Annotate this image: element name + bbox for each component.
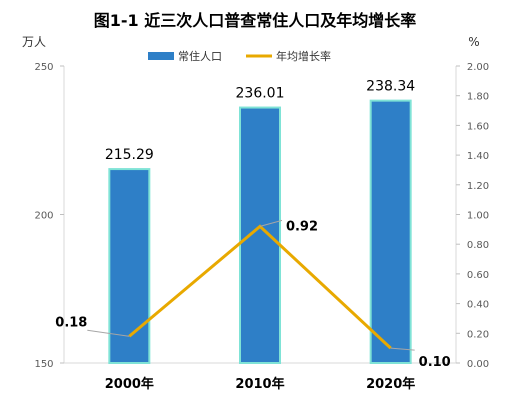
bar-value-label: 215.29 (105, 147, 154, 163)
right-tick-label: 0.60 (467, 270, 489, 281)
right-tick-label: 0.20 (467, 329, 489, 340)
chart-title: 图1-1 近三次人口普查常住人口及年均增长率 (94, 11, 416, 30)
right-axis-unit: % (468, 35, 479, 49)
legend: 常住人口 年均增长率 (148, 49, 331, 63)
rate-value-label: 0.10 (419, 355, 451, 370)
left-tick-label: 150 (34, 359, 53, 370)
rate-leader-line (259, 219, 283, 227)
right-tick-label: 2.00 (467, 62, 489, 73)
category-label: 2000年 (105, 376, 154, 392)
left-tick-label: 200 (34, 211, 53, 222)
right-tick-label: 0.00 (467, 359, 489, 370)
right-tick-label: 1.80 (467, 92, 489, 103)
right-tick-label: 0.40 (467, 300, 489, 311)
rate-leader-line (390, 347, 415, 351)
rate-value-label: 0.18 (55, 315, 87, 330)
bar-value-label: 238.34 (366, 79, 415, 95)
legend-bar-swatch (148, 52, 174, 60)
category-label: 2020年 (366, 376, 415, 392)
legend-line-label: 年均增长率 (276, 49, 331, 63)
bar-series: 215.29 236.01 238.34 (105, 79, 415, 365)
right-tick-label: 0.80 (467, 240, 489, 251)
category-label: 2010年 (235, 376, 284, 392)
right-tick-label: 1.20 (467, 181, 489, 192)
bar (239, 106, 281, 365)
line-series: 0.18 0.92 0.10 (55, 219, 450, 370)
bar (108, 168, 151, 364)
bar-value-label: 236.01 (236, 86, 285, 102)
category-labels: 2000年 2010年 2020年 (105, 376, 416, 392)
bar (369, 99, 412, 365)
left-tick-label: 250 (34, 62, 53, 73)
right-axis-ticks: 0.00 0.20 0.40 0.60 0.80 1.00 1.20 1.40 1.60 1.80… (456, 62, 489, 370)
rate-leader-line (87, 329, 130, 337)
left-axis-unit: 万人 (22, 35, 46, 49)
right-tick-label: 1.00 (467, 211, 489, 222)
rate-value-label: 0.92 (286, 219, 318, 234)
right-tick-label: 1.60 (467, 121, 489, 132)
right-tick-label: 1.40 (467, 151, 489, 162)
legend-bar-label: 常住人口 (178, 49, 222, 63)
left-axis-ticks: 150 200 250 (34, 62, 64, 370)
